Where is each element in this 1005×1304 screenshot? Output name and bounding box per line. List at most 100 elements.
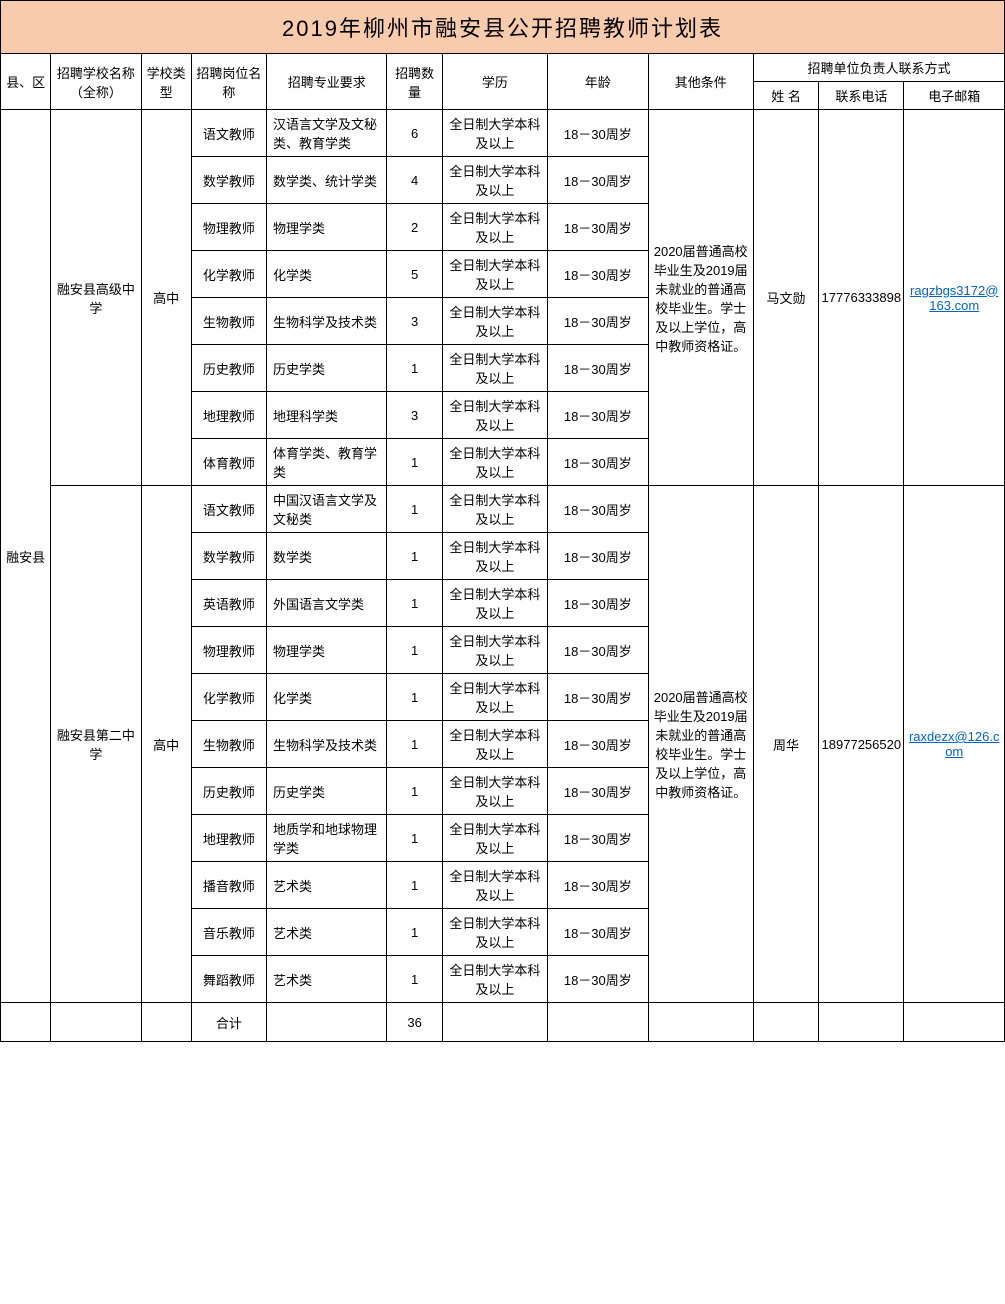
count-cell: 1 [387,721,442,768]
position-cell: 体育教师 [191,439,266,486]
age-cell: 18－30周岁 [548,486,648,533]
contactname-cell: 周华 [753,486,818,1003]
education-cell: 全日制大学本科及以上 [442,533,547,580]
total-blank6 [548,1003,648,1042]
total-blank5 [442,1003,547,1042]
position-cell: 地理教师 [191,815,266,862]
education-cell: 全日制大学本科及以上 [442,486,547,533]
education-cell: 全日制大学本科及以上 [442,392,547,439]
age-cell: 18－30周岁 [548,345,648,392]
age-cell: 18－30周岁 [548,110,648,157]
count-cell: 1 [387,486,442,533]
position-cell: 播音教师 [191,862,266,909]
header-schooltype: 学校类型 [141,54,191,110]
major-cell: 中国汉语言文学及文秘类 [267,486,387,533]
position-cell: 化学教师 [191,674,266,721]
major-cell: 生物科学及技术类 [267,721,387,768]
major-cell: 历史学类 [267,345,387,392]
position-cell: 音乐教师 [191,909,266,956]
header-contactphone: 联系电话 [819,82,904,110]
position-cell: 历史教师 [191,345,266,392]
major-cell: 物理学类 [267,627,387,674]
header-other: 其他条件 [648,54,753,110]
education-cell: 全日制大学本科及以上 [442,345,547,392]
header-position: 招聘岗位名称 [191,54,266,110]
education-cell: 全日制大学本科及以上 [442,157,547,204]
total-blank3 [141,1003,191,1042]
count-cell: 1 [387,439,442,486]
education-cell: 全日制大学本科及以上 [442,580,547,627]
other-cell: 2020届普通高校毕业生及2019届未就业的普通高校毕业生。学士及以上学位，高中… [648,486,753,1003]
table-row: 融安县融安县高级中学高中语文教师汉语言文学及文秘类、教育学类6全日制大学本科及以… [1,110,1005,157]
age-cell: 18－30周岁 [548,862,648,909]
major-cell: 生物科学及技术类 [267,298,387,345]
position-cell: 生物教师 [191,721,266,768]
position-cell: 数学教师 [191,533,266,580]
education-cell: 全日制大学本科及以上 [442,627,547,674]
position-cell: 历史教师 [191,768,266,815]
contactname-cell: 马文勋 [753,110,818,486]
header-school: 招聘学校名称（全称） [51,54,141,110]
count-cell: 4 [387,157,442,204]
age-cell: 18－30周岁 [548,768,648,815]
position-cell: 语文教师 [191,110,266,157]
position-cell: 地理教师 [191,392,266,439]
education-cell: 全日制大学本科及以上 [442,768,547,815]
major-cell: 化学类 [267,674,387,721]
count-cell: 6 [387,110,442,157]
recruitment-table: 2019年柳州市融安县公开招聘教师计划表 县、区 招聘学校名称（全称） 学校类型… [0,0,1005,1042]
header-contactemail: 电子邮箱 [904,82,1005,110]
position-cell: 英语教师 [191,580,266,627]
total-blank7 [648,1003,753,1042]
header-age: 年龄 [548,54,648,110]
contactphone-cell: 18977256520 [819,486,904,1003]
total-blank4 [267,1003,387,1042]
count-cell: 1 [387,909,442,956]
age-cell: 18－30周岁 [548,533,648,580]
email-link[interactable]: ragzbgs3172@163.com [910,283,998,313]
header-row-1: 县、区 招聘学校名称（全称） 学校类型 招聘岗位名称 招聘专业要求 招聘数量 学… [1,54,1005,82]
total-row: 合计 36 [1,1003,1005,1042]
count-cell: 1 [387,768,442,815]
position-cell: 生物教师 [191,298,266,345]
education-cell: 全日制大学本科及以上 [442,721,547,768]
education-cell: 全日制大学本科及以上 [442,439,547,486]
education-cell: 全日制大学本科及以上 [442,251,547,298]
email-link[interactable]: raxdezx@126.com [909,729,1000,759]
position-cell: 舞蹈教师 [191,956,266,1003]
major-cell: 历史学类 [267,768,387,815]
major-cell: 地理科学类 [267,392,387,439]
header-contactgroup: 招聘单位负责人联系方式 [753,54,1004,82]
position-cell: 数学教师 [191,157,266,204]
age-cell: 18－30周岁 [548,157,648,204]
table-title: 2019年柳州市融安县公开招聘教师计划表 [1,1,1005,54]
count-cell: 1 [387,956,442,1003]
schooltype-cell: 高中 [141,486,191,1003]
age-cell: 18－30周岁 [548,204,648,251]
age-cell: 18－30周岁 [548,251,648,298]
header-major: 招聘专业要求 [267,54,387,110]
total-label: 合计 [191,1003,266,1042]
education-cell: 全日制大学本科及以上 [442,110,547,157]
count-cell: 1 [387,815,442,862]
contactemail-cell: raxdezx@126.com [904,486,1005,1003]
major-cell: 汉语言文学及文秘类、教育学类 [267,110,387,157]
education-cell: 全日制大学本科及以上 [442,862,547,909]
header-count: 招聘数量 [387,54,442,110]
education-cell: 全日制大学本科及以上 [442,956,547,1003]
title-row: 2019年柳州市融安县公开招聘教师计划表 [1,1,1005,54]
major-cell: 物理学类 [267,204,387,251]
other-cell: 2020届普通高校毕业生及2019届未就业的普通高校毕业生。学士及以上学位，高中… [648,110,753,486]
count-cell: 2 [387,204,442,251]
major-cell: 体育学类、教育学类 [267,439,387,486]
position-cell: 物理教师 [191,204,266,251]
age-cell: 18－30周岁 [548,815,648,862]
position-cell: 物理教师 [191,627,266,674]
major-cell: 艺术类 [267,956,387,1003]
age-cell: 18－30周岁 [548,909,648,956]
school-cell: 融安县高级中学 [51,110,141,486]
age-cell: 18－30周岁 [548,674,648,721]
position-cell: 化学教师 [191,251,266,298]
schooltype-cell: 高中 [141,110,191,486]
header-contactname: 姓 名 [753,82,818,110]
